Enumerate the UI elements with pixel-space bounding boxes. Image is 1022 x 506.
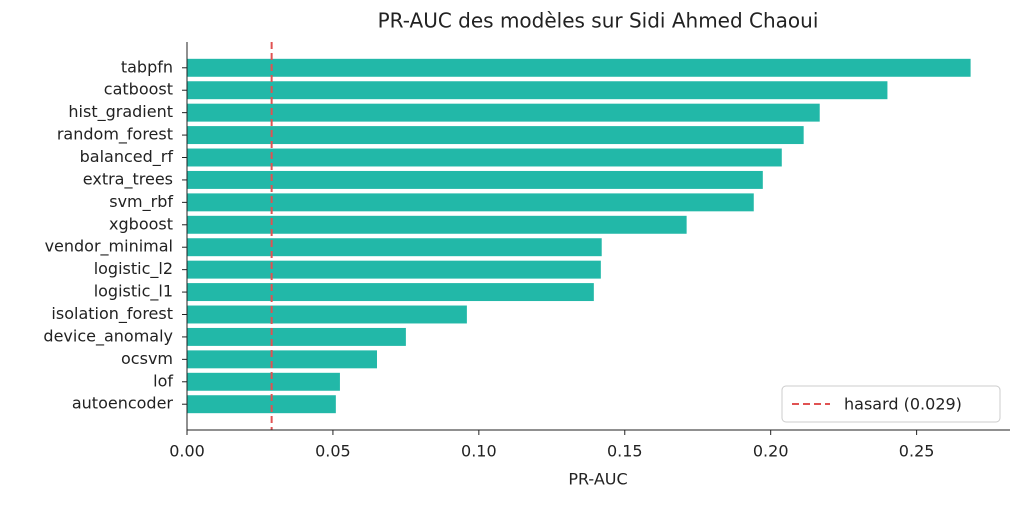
x-axis-label: PR-AUC: [568, 470, 627, 489]
bar: [187, 170, 763, 189]
x-tick-label: 0.15: [607, 442, 643, 461]
y-tick-label: vendor_minimal: [45, 237, 173, 257]
bar: [187, 305, 467, 324]
chart-title: PR-AUC des modèles sur Sidi Ahmed Chaoui: [378, 9, 819, 33]
bar: [187, 372, 340, 391]
y-tick-label: tabpfn: [121, 57, 173, 76]
legend-label: hasard (0.029): [844, 395, 962, 414]
bar: [187, 395, 336, 414]
bar: [187, 193, 754, 212]
y-tick-label: balanced_rf: [80, 147, 174, 167]
bar: [187, 58, 971, 77]
bar: [187, 126, 804, 145]
y-tick-label: isolation_forest: [51, 304, 173, 324]
bar: [187, 238, 602, 257]
y-tick-label: hist_gradient: [68, 102, 173, 122]
bar: [187, 327, 406, 346]
y-tick-label: ocsvm: [121, 349, 173, 368]
x-tick-label: 0.20: [753, 442, 789, 461]
y-tick-label: catboost: [104, 80, 173, 99]
bar: [187, 260, 601, 279]
bar: [187, 350, 377, 369]
bar: [187, 215, 687, 234]
x-tick-label: 0.25: [899, 442, 935, 461]
y-tick-label: logistic_l2: [94, 259, 173, 279]
bar: [187, 103, 820, 122]
y-tick-label: extra_trees: [83, 169, 173, 189]
x-tick-label: 0.05: [315, 442, 351, 461]
y-tick-label: autoencoder: [72, 394, 174, 413]
y-tick-label: device_anomaly: [43, 326, 173, 346]
x-tick-label: 0.00: [169, 442, 205, 461]
x-tick-label: 0.10: [461, 442, 497, 461]
bar: [187, 283, 594, 302]
bar: [187, 81, 888, 100]
y-tick-label: lof: [153, 371, 173, 390]
y-tick-label: random_forest: [57, 125, 173, 145]
y-tick-label: xgboost: [109, 214, 173, 233]
y-tick-label: svm_rbf: [109, 192, 173, 212]
legend-box: [781, 385, 1001, 423]
bar: [187, 148, 782, 167]
y-tick-label: logistic_l1: [94, 282, 173, 302]
